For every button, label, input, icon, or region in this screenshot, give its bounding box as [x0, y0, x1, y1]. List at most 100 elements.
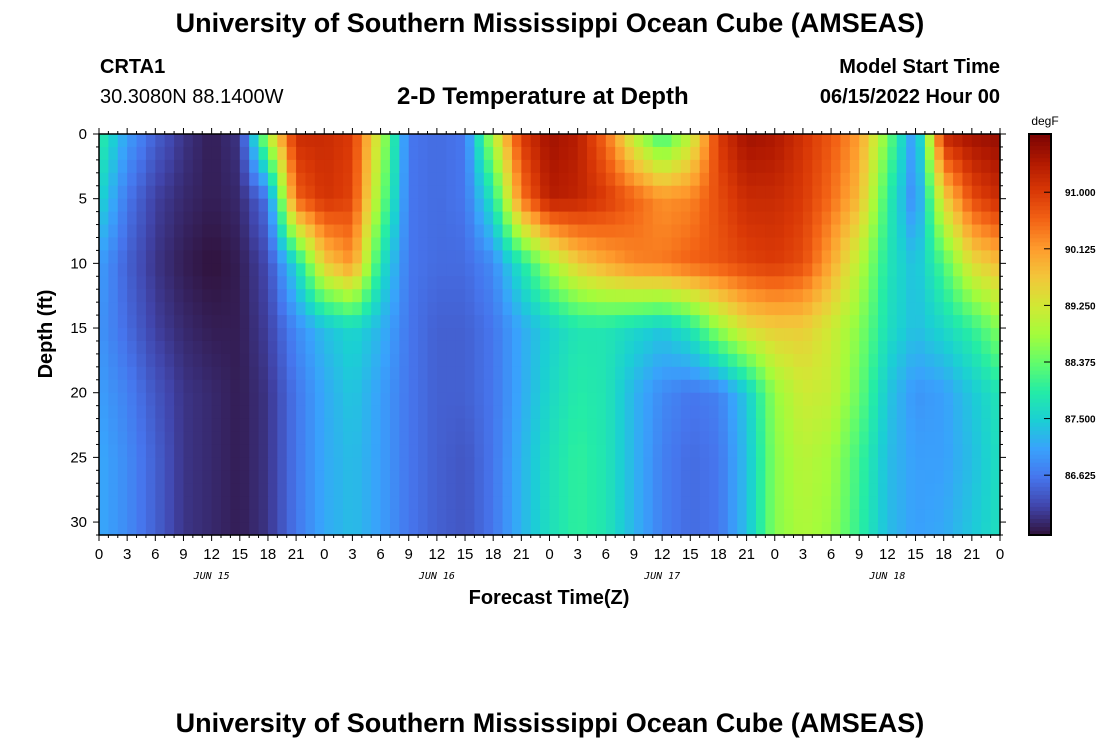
- heatmap-cell: [493, 302, 504, 316]
- colorbar-segment: [1029, 166, 1051, 171]
- x-tick-label: 9: [855, 546, 863, 563]
- heatmap-cell: [831, 315, 842, 329]
- heatmap-cell: [221, 224, 232, 239]
- heatmap-cell: [371, 470, 382, 484]
- heatmap-cell: [211, 289, 222, 303]
- heatmap-cell: [558, 328, 569, 342]
- heatmap-cell: [408, 340, 419, 355]
- heatmap-cell: [943, 198, 954, 213]
- heatmap-cell: [887, 198, 898, 213]
- heatmap-cell: [671, 522, 682, 536]
- heatmap-cell: [296, 276, 307, 290]
- heatmap-cell: [831, 263, 842, 277]
- heatmap-cell: [746, 509, 757, 523]
- heatmap-cell: [727, 237, 738, 252]
- heatmap-cell: [521, 405, 532, 420]
- heatmap-cell: [765, 224, 776, 239]
- heatmap-cell: [249, 302, 260, 316]
- heatmap-cell: [643, 159, 654, 174]
- heatmap-cell: [605, 379, 616, 394]
- heatmap-cell: [934, 379, 945, 394]
- heatmap-cell: [211, 224, 222, 239]
- heatmap-cell: [174, 444, 185, 458]
- heatmap-cell: [859, 457, 870, 471]
- heatmap-cell: [99, 211, 109, 226]
- heatmap-cell: [465, 444, 476, 458]
- heatmap-cell: [267, 366, 278, 381]
- heatmap-cell: [934, 405, 945, 420]
- heatmap-cell: [371, 496, 382, 510]
- heatmap-cell: [774, 134, 785, 148]
- heatmap-cell: [399, 134, 410, 148]
- heatmap-cell: [408, 211, 419, 226]
- heatmap-cell: [192, 457, 203, 471]
- heatmap-cell: [746, 379, 757, 394]
- heatmap-cell: [155, 134, 166, 148]
- heatmap-cell: [605, 224, 616, 239]
- heatmap-cell: [296, 444, 307, 458]
- heatmap-cell: [558, 237, 569, 252]
- heatmap-cell: [183, 431, 194, 446]
- heatmap-cell: [296, 483, 307, 497]
- heatmap-cell: [202, 276, 213, 290]
- heatmap-cell: [371, 146, 382, 161]
- heatmap-cell: [727, 315, 738, 329]
- heatmap-cell: [361, 496, 372, 510]
- colorbar-segment: [1029, 310, 1051, 316]
- heatmap-cell: [765, 159, 776, 174]
- heatmap-cell: [953, 483, 964, 497]
- heatmap-cell: [427, 328, 438, 342]
- heatmap-cell: [558, 457, 569, 471]
- colorbar-segment: [1029, 514, 1051, 520]
- heatmap-cell: [174, 522, 185, 536]
- heatmap-cell: [840, 405, 851, 420]
- heatmap-cell: [465, 172, 476, 187]
- heatmap-cell: [587, 237, 598, 252]
- heatmap-cell: [277, 509, 288, 523]
- heatmap-cell: [746, 340, 757, 355]
- heatmap-cell: [718, 237, 729, 252]
- heatmap-cell: [793, 237, 804, 252]
- heatmap-cell: [211, 444, 222, 458]
- heatmap-cell: [493, 509, 504, 523]
- heatmap-cell: [915, 366, 926, 381]
- heatmap-cell: [906, 483, 917, 497]
- heatmap-cell: [230, 405, 241, 420]
- heatmap-cell: [849, 198, 860, 213]
- heatmap-cell: [577, 276, 588, 290]
- heatmap-cell: [530, 418, 541, 433]
- heatmap-cell: [296, 353, 307, 368]
- heatmap-cell: [108, 431, 119, 446]
- colorbar-segment: [1029, 478, 1051, 484]
- heatmap-cell: [286, 172, 297, 187]
- heatmap-cell: [596, 366, 607, 381]
- heatmap-cell: [239, 172, 250, 187]
- heatmap-cell: [699, 418, 710, 433]
- heatmap-cell: [633, 483, 644, 497]
- heatmap-cell: [211, 457, 222, 471]
- heatmap-cell: [605, 405, 616, 420]
- heatmap-cell: [399, 405, 410, 420]
- heatmap-cell: [549, 522, 560, 536]
- heatmap-cell: [549, 302, 560, 316]
- heatmap-cell: [812, 366, 823, 381]
- heatmap-cell: [221, 211, 232, 226]
- heatmap-cell: [352, 444, 363, 458]
- heatmap-cell: [277, 185, 288, 200]
- heatmap-cell: [924, 159, 935, 174]
- heatmap-cell: [145, 328, 156, 342]
- heatmap-cell: [521, 198, 532, 213]
- heatmap-cell: [953, 470, 964, 484]
- heatmap-cell: [324, 366, 335, 381]
- heatmap-cell: [812, 392, 823, 407]
- heatmap-cell: [727, 159, 738, 174]
- heatmap-cell: [511, 302, 522, 316]
- heatmap-cell: [343, 276, 354, 290]
- heatmap-cell: [164, 211, 175, 226]
- heatmap-cell: [671, 224, 682, 239]
- heatmap-cell: [352, 315, 363, 329]
- colorbar-tick-label: 89.250: [1065, 301, 1096, 312]
- heatmap-cell: [418, 509, 429, 523]
- heatmap-cell: [108, 134, 119, 148]
- colorbar-segment: [1029, 194, 1051, 199]
